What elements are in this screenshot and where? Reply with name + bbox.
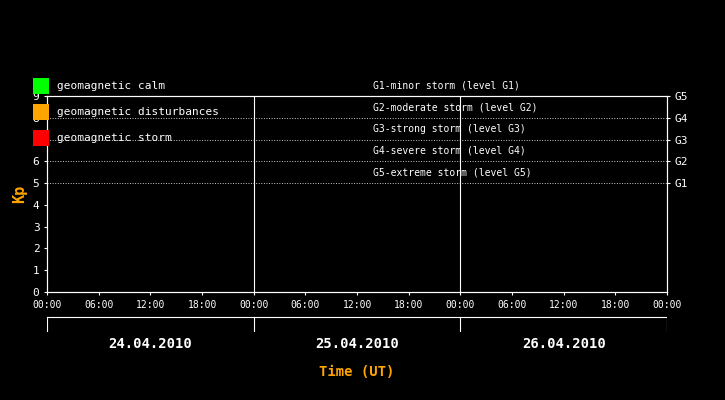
Text: 24.04.2010: 24.04.2010 [109,338,192,351]
Text: G4-severe storm (level G4): G4-severe storm (level G4) [373,146,526,156]
Text: G1-minor storm (level G1): G1-minor storm (level G1) [373,81,521,91]
Text: geomagnetic storm: geomagnetic storm [57,133,172,143]
Text: geomagnetic calm: geomagnetic calm [57,81,165,91]
Text: G5-extreme storm (level G5): G5-extreme storm (level G5) [373,167,532,177]
Text: G2-moderate storm (level G2): G2-moderate storm (level G2) [373,103,538,113]
Text: 26.04.2010: 26.04.2010 [522,338,605,351]
Text: geomagnetic disturbances: geomagnetic disturbances [57,107,219,117]
Text: G3-strong storm (level G3): G3-strong storm (level G3) [373,124,526,134]
Y-axis label: Kp: Kp [12,185,27,203]
Text: Time (UT): Time (UT) [320,365,394,379]
Text: 25.04.2010: 25.04.2010 [315,338,399,351]
